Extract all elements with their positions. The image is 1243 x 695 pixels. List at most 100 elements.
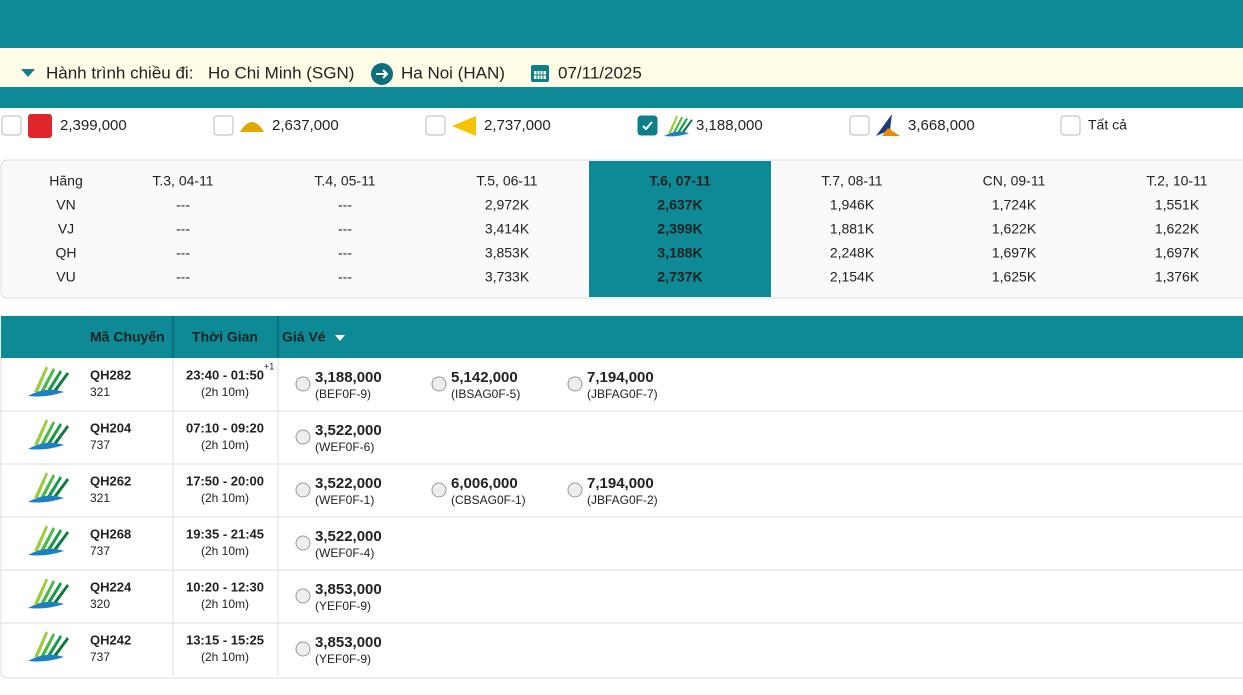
column-header: Mã Chuyến: [90, 329, 165, 345]
calendar-cell[interactable]: 1,625K: [992, 269, 1037, 285]
column-header[interactable]: Giá Vé: [282, 329, 326, 345]
filter-price[interactable]: 2,737,000: [484, 117, 551, 134]
calendar-cell[interactable]: 1,946K: [830, 197, 875, 213]
calendar-cell[interactable]: 1,697K: [1155, 245, 1200, 261]
calendar-header[interactable]: T.7, 08-11: [821, 173, 882, 189]
calendar-cell[interactable]: ---: [176, 221, 190, 237]
airline-logo: [668, 115, 678, 134]
calendar-cell[interactable]: ---: [176, 245, 190, 261]
calendar-header[interactable]: T.4, 05-11: [314, 173, 375, 189]
fare-radio[interactable]: [567, 482, 583, 498]
fare-price[interactable]: 3,853,000: [315, 581, 382, 598]
checkbox[interactable]: [637, 115, 658, 136]
fare-price[interactable]: 5,142,000: [451, 369, 518, 386]
fare-price[interactable]: 6,006,000: [451, 475, 518, 492]
fare-price[interactable]: 7,194,000: [587, 369, 654, 386]
fare-radio[interactable]: [295, 641, 311, 657]
fare-radio[interactable]: [295, 588, 311, 604]
destination: Ha Noi (HAN): [401, 63, 505, 82]
duration: (2h 10m): [201, 597, 249, 611]
calendar-header: Hãng: [49, 173, 82, 189]
collapse-icon[interactable]: [21, 69, 35, 77]
fare-price[interactable]: 3,522,000: [315, 422, 382, 439]
filter-price[interactable]: 3,668,000: [908, 117, 975, 134]
calendar-cell[interactable]: 2,737K: [657, 269, 702, 285]
airline-logo: [28, 114, 52, 138]
column-header: Thời Gian: [192, 329, 258, 345]
fare-price[interactable]: 3,188,000: [315, 369, 382, 386]
filter-price[interactable]: 3,188,000: [696, 117, 763, 134]
calendar-cell[interactable]: ---: [338, 269, 352, 285]
fare-radio[interactable]: [295, 482, 311, 498]
calendar-cell[interactable]: 3,188K: [657, 245, 702, 261]
checkbox[interactable]: [1, 115, 22, 136]
calendar-cell[interactable]: 2,248K: [830, 245, 875, 261]
fare-price[interactable]: 7,194,000: [587, 475, 654, 492]
calendar-cell[interactable]: 2,972K: [485, 197, 530, 213]
calendar-cell[interactable]: 1,376K: [1155, 269, 1200, 285]
flight-code: QH204: [90, 420, 132, 435]
calendar-header[interactable]: T.2, 10-11: [1146, 173, 1207, 189]
calendar-cell[interactable]: 1,881K: [830, 221, 875, 237]
filter-price[interactable]: 2,637,000: [272, 117, 339, 134]
checkbox[interactable]: [849, 115, 870, 136]
fare-class: (JBFAG0F-2): [587, 493, 658, 507]
calendar-cell[interactable]: 1,697K: [992, 245, 1037, 261]
checkbox[interactable]: [213, 115, 234, 136]
calendar-header[interactable]: T.5, 06-11: [476, 173, 537, 189]
fare-radio[interactable]: [567, 376, 583, 392]
checkbox[interactable]: [1060, 115, 1081, 136]
sort-icon[interactable]: [335, 335, 345, 341]
fare-class: (CBSAG0F-1): [451, 493, 526, 507]
flight-code: QH268: [90, 526, 131, 541]
calendar-cell[interactable]: 3,733K: [485, 269, 530, 285]
fare-radio[interactable]: [295, 376, 311, 392]
calendar-header[interactable]: T.3, 04-11: [152, 173, 213, 189]
fare-radio[interactable]: [431, 376, 447, 392]
calendar-cell[interactable]: 1,622K: [992, 221, 1037, 237]
calendar-header[interactable]: T.6, 07-11: [649, 173, 711, 189]
calendar-icon: [531, 65, 549, 82]
calendar-cell[interactable]: 2,399K: [657, 221, 702, 237]
airline-logo: [46, 529, 62, 551]
duration: (2h 10m): [201, 385, 249, 399]
calendar-cell[interactable]: ---: [176, 197, 190, 213]
airline-logo: [46, 582, 62, 604]
calendar-cell[interactable]: 2,637K: [657, 197, 702, 213]
calendar-cell[interactable]: ---: [338, 197, 352, 213]
calendar-cell[interactable]: 1,724K: [992, 197, 1037, 213]
calendar-cell[interactable]: 3,414K: [485, 221, 530, 237]
date: 07/11/2025: [558, 63, 642, 82]
fare-radio[interactable]: [431, 482, 447, 498]
filter-all[interactable]: Tất cả: [1088, 117, 1127, 133]
airline-logo: [34, 472, 48, 498]
airline-logo: [680, 119, 693, 134]
calendar-cell[interactable]: ---: [176, 269, 190, 285]
fare-price[interactable]: 3,522,000: [315, 528, 382, 545]
calendar-cell[interactable]: 1,622K: [1155, 221, 1200, 237]
calendar-header[interactable]: CN, 09-11: [983, 173, 1046, 189]
checkbox[interactable]: [425, 115, 446, 136]
airline-logo: [40, 580, 55, 604]
fare-radio[interactable]: [295, 535, 311, 551]
calendar-cell[interactable]: 1,551K: [1155, 197, 1200, 213]
fare-class: (WEF0F-6): [315, 440, 374, 454]
fare-radio[interactable]: [295, 429, 311, 445]
fare-price[interactable]: 3,522,000: [315, 475, 382, 492]
calendar-cell[interactable]: 2,154K: [830, 269, 875, 285]
aircraft: 737: [90, 544, 110, 558]
teal-strip: [0, 87, 1243, 108]
airline-logo: [28, 389, 64, 397]
calendar-cell[interactable]: ---: [338, 221, 352, 237]
fare-price[interactable]: 3,853,000: [315, 634, 382, 651]
airline-logo: [28, 442, 64, 450]
duration: (2h 10m): [201, 544, 249, 558]
itinerary-label: Hành trình chiều đi:: [46, 63, 193, 82]
fare-class: (WEF0F-1): [315, 493, 374, 507]
filter-price[interactable]: 2,399,000: [60, 117, 127, 134]
airline-logo: [28, 495, 64, 503]
calendar-cell[interactable]: 3,853K: [485, 245, 530, 261]
selected-date-column[interactable]: [589, 161, 771, 297]
calendar-cell[interactable]: ---: [338, 245, 352, 261]
